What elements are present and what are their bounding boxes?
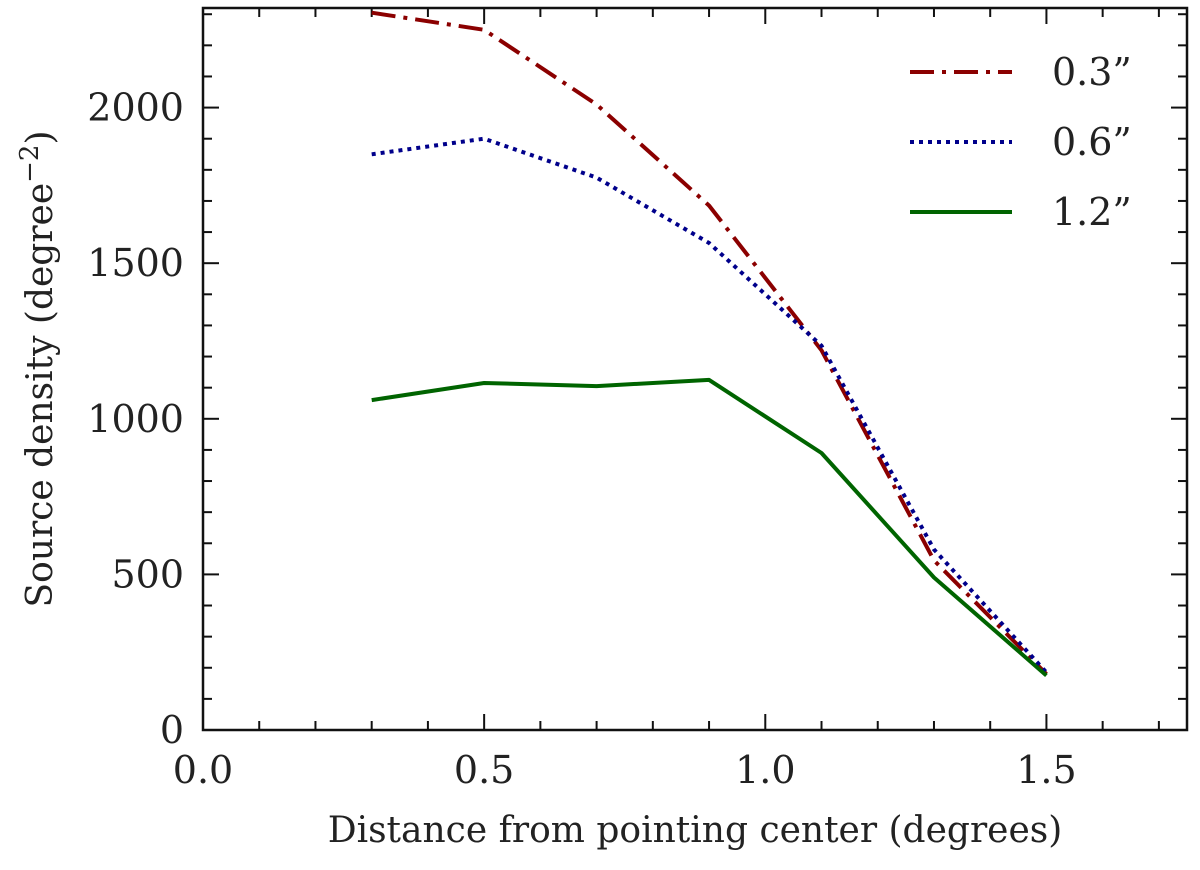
x-tick-label: 0.0 bbox=[173, 748, 233, 792]
x-tick-label: 1.0 bbox=[735, 748, 795, 792]
tick-labels: 0.0 0.5 1.0 1.5 0 500 1000 1500 2000 bbox=[87, 86, 1076, 792]
x-axis-label: Distance from pointing center (degrees) bbox=[328, 810, 1063, 851]
legend: 0.3” 0.6” 1.2” bbox=[910, 50, 1132, 234]
x-tick-label: 1.5 bbox=[1016, 748, 1076, 792]
legend-item-0-3: 0.3” bbox=[910, 50, 1132, 94]
y-axis-label-exponent: −2 bbox=[15, 145, 45, 183]
y-tick-label: 2000 bbox=[87, 86, 184, 130]
legend-item-1-2: 1.2” bbox=[910, 190, 1132, 234]
y-tick-label: 1000 bbox=[87, 397, 184, 441]
y-axis-label-main: Source density (degree bbox=[20, 183, 61, 608]
y-axis-label: Source density (degree−2) bbox=[15, 130, 61, 607]
x-tick-label: 0.5 bbox=[454, 748, 514, 792]
series-line-0-6 bbox=[371, 136, 1048, 674]
y-tick-label: 1500 bbox=[87, 241, 184, 285]
series-line-1-2 bbox=[371, 377, 1048, 678]
legend-label-1-2: 1.2” bbox=[1052, 190, 1132, 234]
plot-area-frame bbox=[201, 6, 1189, 732]
legend-label-0-6: 0.6” bbox=[1052, 120, 1132, 164]
series-lines bbox=[371, 10, 1048, 678]
y-tick-label: 500 bbox=[111, 552, 184, 596]
y-tick-label: 0 bbox=[160, 708, 184, 752]
legend-label-0-3: 0.3” bbox=[1052, 50, 1132, 94]
series-line-0-3 bbox=[371, 10, 1048, 676]
y-axis-label-close: ) bbox=[20, 130, 61, 144]
legend-item-0-6: 0.6” bbox=[910, 120, 1132, 164]
axis-ticks bbox=[202, 8, 1187, 731]
